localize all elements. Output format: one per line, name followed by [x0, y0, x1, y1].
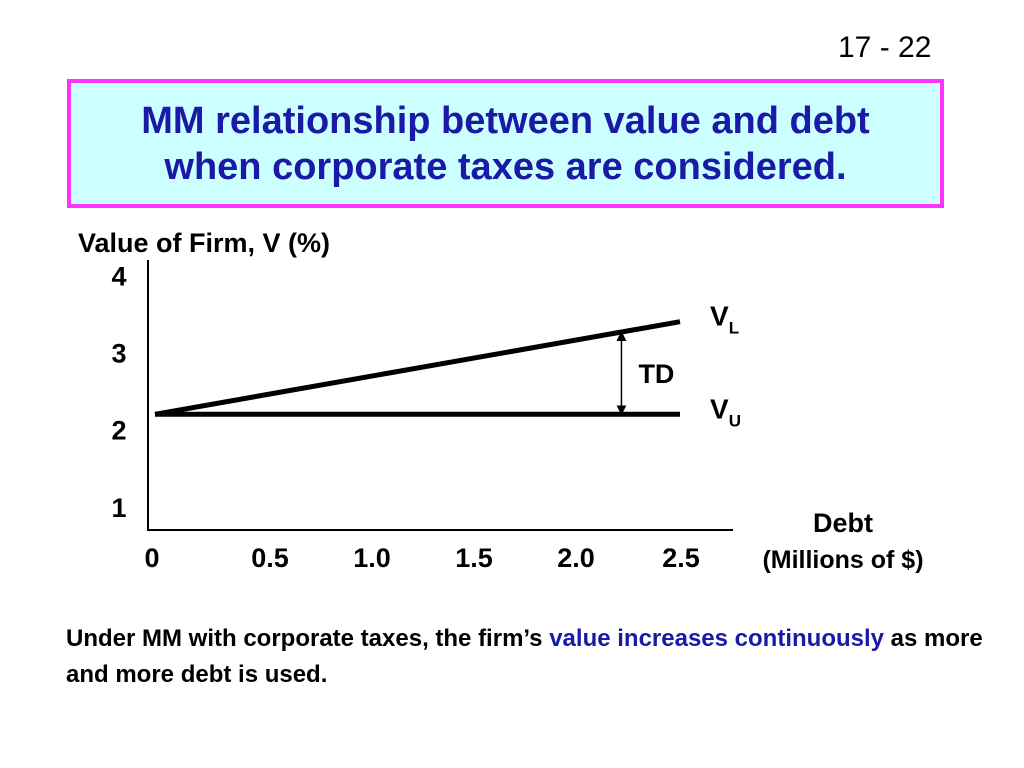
y-tick-label: 3 — [111, 339, 126, 369]
x-axis-label-line-1: Debt — [813, 508, 873, 538]
caption-part-2: as more and more debt is used. — [66, 625, 983, 688]
series-line-v-l — [154, 319, 681, 417]
title-line-2: when corporate taxes are considered. — [164, 145, 847, 188]
x-axis-label-line-2: (Millions of $) — [762, 546, 923, 574]
caption: Under MM with corporate taxes, the firm’… — [66, 621, 986, 693]
x-tick-label: 1.5 — [455, 543, 493, 573]
series-label-v-u: VU — [710, 393, 741, 430]
td-label: TD — [638, 359, 674, 389]
y-tick-label: 4 — [111, 261, 126, 291]
title-line-1: MM relationship between value and debt — [141, 99, 870, 142]
x-tick-label: 0.5 — [251, 543, 289, 573]
caption-part-1: Under MM with corporate taxes, the firm’… — [66, 625, 550, 652]
slide-title: MM relationship between value and debt w… — [141, 98, 869, 190]
series-label-v-l: VL — [710, 301, 739, 338]
title-box: MM relationship between value and debt w… — [67, 79, 944, 208]
x-tick-label: 0 — [144, 543, 159, 573]
y-axis-label: Value of Firm, V (%) — [78, 228, 330, 258]
x-tick-label: 1.0 — [353, 543, 391, 573]
x-tick-label: 2.5 — [662, 543, 700, 573]
y-tick-label: 1 — [111, 493, 126, 523]
caption-highlight: value increases continuously — [549, 625, 884, 652]
x-tick-label: 2.0 — [557, 543, 595, 573]
slide-number: 17 - 22 — [838, 31, 932, 64]
y-tick-label: 2 — [111, 416, 126, 446]
